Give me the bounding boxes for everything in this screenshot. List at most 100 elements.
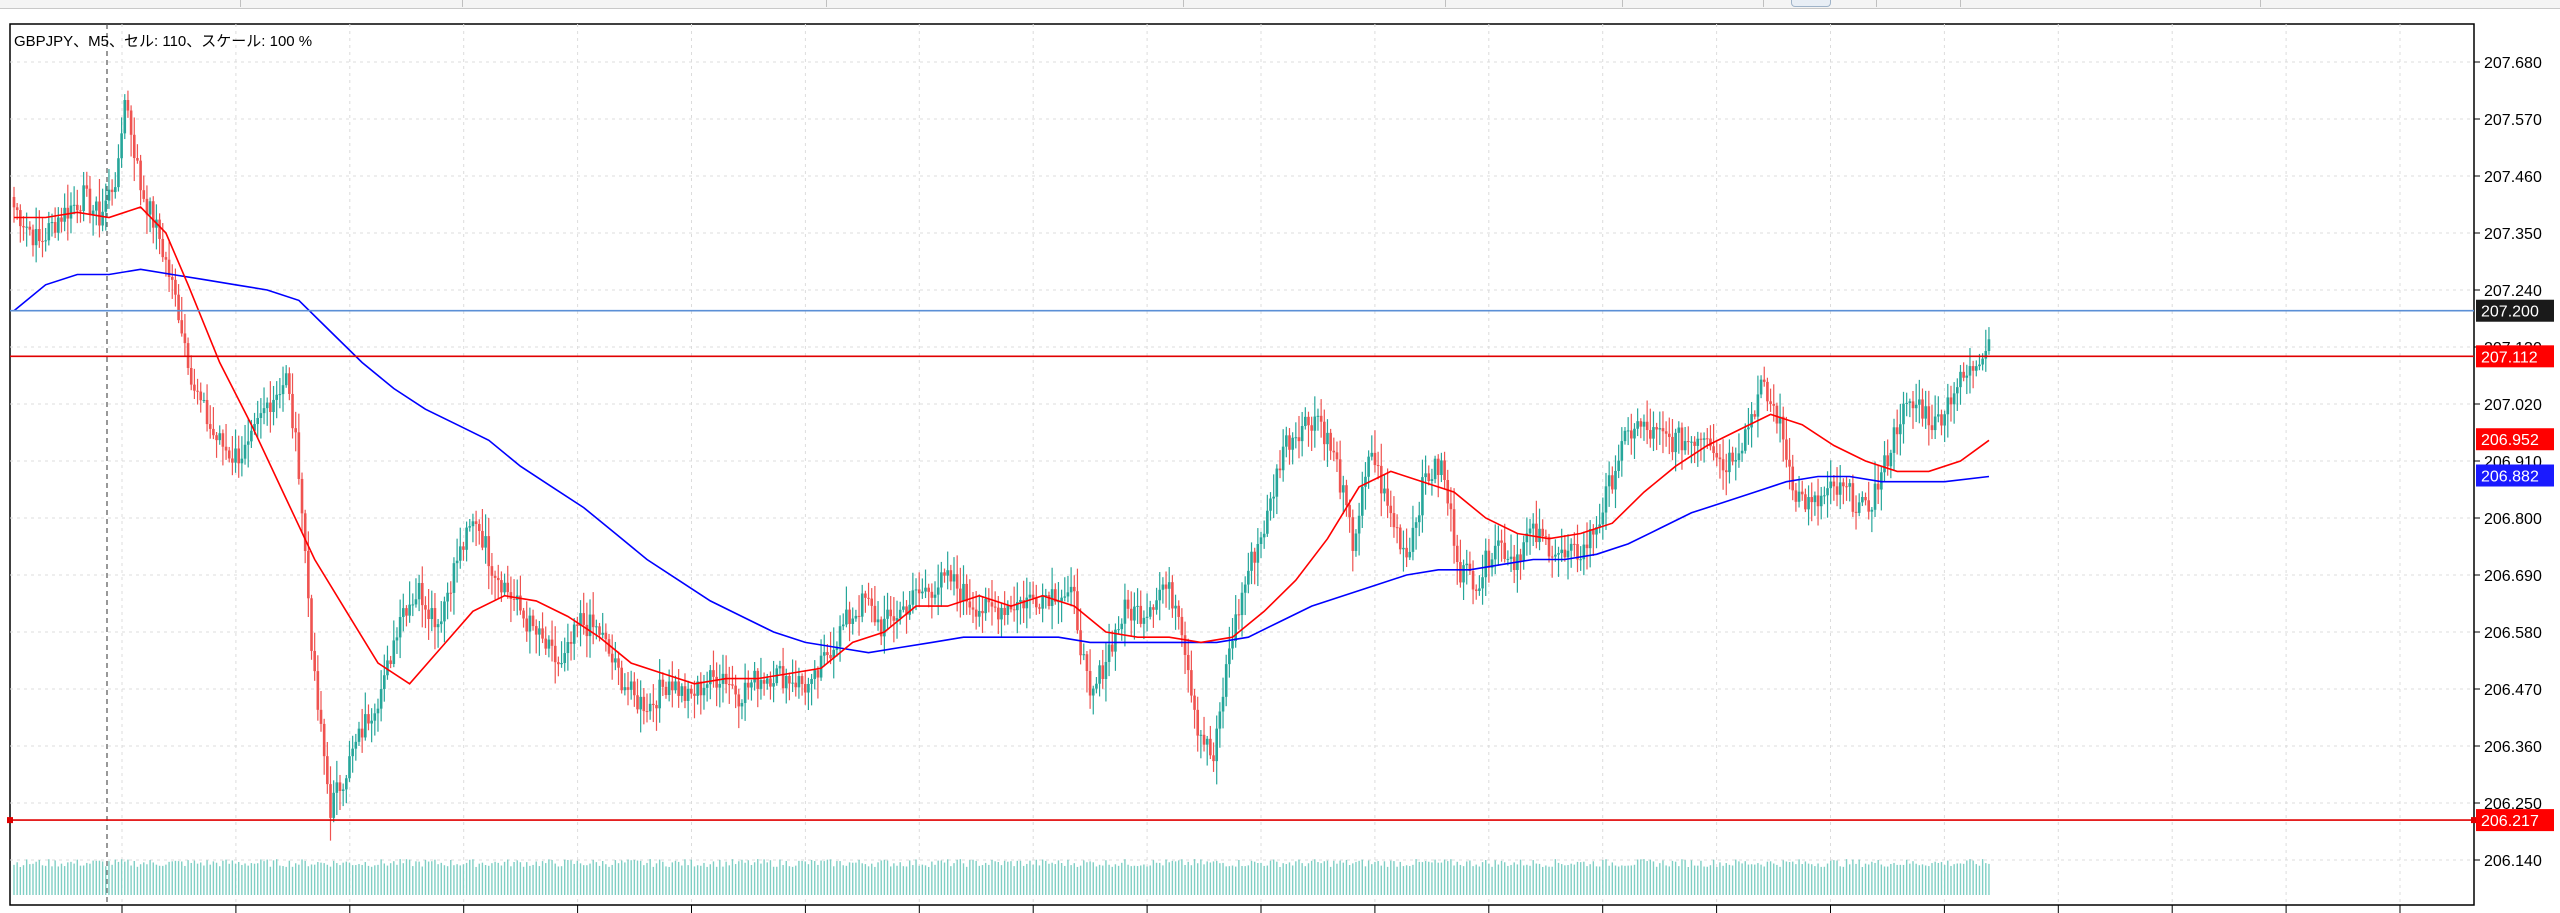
candle-body — [57, 217, 60, 233]
candle-body — [1038, 607, 1041, 609]
candle-body — [436, 624, 440, 628]
candle-body — [291, 393, 294, 429]
candle-body — [873, 605, 877, 623]
candle-body — [1940, 414, 1943, 426]
candle-body — [1762, 379, 1766, 382]
candle-body — [1639, 421, 1643, 427]
candle-body — [553, 645, 557, 663]
candle-body — [458, 546, 462, 561]
candle-body — [1031, 594, 1035, 599]
candle-body — [1892, 427, 1896, 453]
candle-body — [136, 158, 139, 161]
candle-body — [677, 681, 680, 696]
candle-body — [1338, 459, 1342, 493]
candle-body — [1294, 437, 1298, 439]
candle-body — [876, 619, 880, 623]
candle-body — [1297, 437, 1301, 442]
candle-body — [1769, 401, 1772, 404]
candle-body — [332, 792, 335, 818]
candle-body — [1756, 394, 1760, 417]
candle-body — [1386, 488, 1389, 506]
candle-body — [1905, 402, 1908, 404]
candle-body — [158, 219, 161, 239]
candle-body — [379, 689, 383, 709]
candle-body — [408, 604, 411, 616]
candle-body — [699, 681, 703, 696]
candle-body — [1927, 406, 1931, 426]
candle-body — [582, 613, 585, 625]
candle-body — [212, 428, 215, 436]
candle-body — [357, 728, 361, 742]
candle-body — [120, 133, 123, 159]
candle-body — [1072, 586, 1076, 592]
candle-body — [1430, 479, 1434, 482]
candle-body — [1718, 457, 1722, 460]
candle-body — [674, 681, 677, 691]
candle-body — [180, 320, 184, 334]
toolbar-separator — [1183, 0, 1184, 7]
candle-body — [1266, 510, 1269, 534]
candle-body — [1962, 371, 1965, 378]
candle-body — [94, 201, 98, 211]
candle-body — [1313, 416, 1317, 431]
candle-body — [170, 277, 174, 280]
candle-body — [392, 640, 396, 664]
candle-body — [1481, 577, 1484, 589]
candle-body — [1000, 607, 1003, 620]
candle-body — [1006, 605, 1010, 615]
candle-body — [326, 756, 329, 785]
candle-body — [1630, 430, 1633, 439]
candle-body — [1857, 502, 1861, 513]
candle-body — [737, 694, 741, 707]
candle-body — [1677, 427, 1681, 433]
candle-body — [297, 432, 301, 479]
candle-body — [1095, 683, 1098, 689]
candle-body — [1775, 405, 1779, 424]
candle-body — [512, 598, 516, 600]
candle-body — [1645, 421, 1649, 431]
candle-body — [199, 391, 203, 401]
candle-body — [1785, 439, 1788, 460]
candle-body — [1117, 629, 1120, 631]
candle-body — [1633, 428, 1636, 439]
candle-body — [1446, 479, 1450, 504]
candle-body — [841, 624, 845, 627]
candle-body — [1652, 427, 1655, 439]
candle-body — [987, 598, 991, 603]
candle-body — [1949, 397, 1953, 405]
candle-body — [496, 577, 500, 581]
candle-body — [585, 624, 589, 637]
candle-body — [243, 444, 247, 459]
candle-body — [1016, 602, 1019, 611]
candle-body — [1424, 473, 1427, 478]
candle-body — [927, 587, 930, 592]
candle-body — [1952, 393, 1956, 405]
candle-body — [484, 536, 487, 548]
candle-body — [984, 598, 987, 614]
candle-body — [683, 686, 687, 701]
candle-body — [965, 583, 968, 602]
candle-body — [1731, 452, 1734, 462]
candle-body — [1649, 430, 1652, 439]
candle-body — [591, 614, 595, 628]
candle-body — [142, 190, 146, 199]
candle-body — [22, 226, 25, 228]
candle-body — [639, 696, 642, 710]
candle-body — [69, 205, 73, 219]
candle-body — [1724, 470, 1728, 473]
candle-body — [633, 681, 636, 696]
candle-body — [607, 639, 611, 654]
candle-body — [503, 582, 506, 593]
candle-body — [1376, 465, 1380, 467]
candle-body — [231, 458, 234, 463]
candle-body — [538, 628, 541, 635]
candle-body — [246, 441, 250, 445]
toolbar-active-button[interactable] — [1791, 0, 1831, 7]
candle-body — [1177, 605, 1181, 617]
candle-body — [1196, 709, 1200, 736]
candle-body — [1921, 399, 1924, 419]
candle-body — [256, 417, 260, 425]
candle-body — [1085, 654, 1089, 671]
candle-body — [667, 681, 671, 695]
